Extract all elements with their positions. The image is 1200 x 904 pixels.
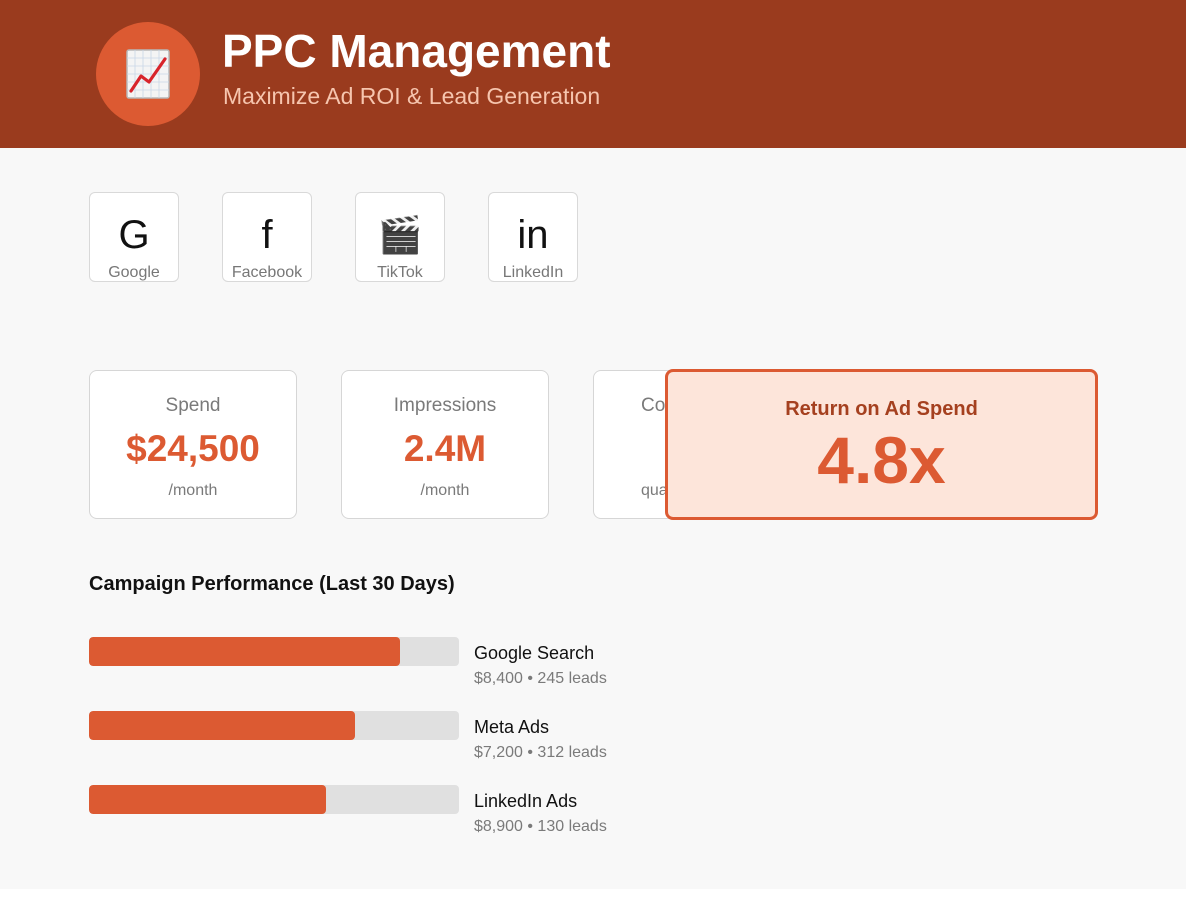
page-title: PPC Management <box>222 25 611 77</box>
platform-linkedin[interactable]: in LinkedIn <box>488 192 578 282</box>
platform-tiktok[interactable]: 🎬 TikTok <box>355 192 445 282</box>
roas-value: 4.8x <box>817 423 946 497</box>
stat-label: Co <box>641 395 666 416</box>
header: PPC Management Maximize Ad ROI & Lead Ge… <box>0 0 1186 148</box>
platform-facebook[interactable]: f Facebook <box>222 192 312 282</box>
stat-label: Impressions <box>393 395 497 416</box>
stat-unit: qua <box>641 482 668 499</box>
roas-card: Return on Ad Spend 4.8x <box>665 369 1098 520</box>
campaign-bar-fill <box>89 711 356 740</box>
campaign-bar-fill <box>89 785 326 814</box>
page-subtitle: Maximize Ad ROI & Lead Generation <box>223 83 601 109</box>
campaign-name: Meta Ads <box>474 717 550 737</box>
campaign-bar-fill <box>89 637 400 666</box>
campaign-name: LinkedIn Ads <box>474 791 578 811</box>
page: PPC Management Maximize Ad ROI & Lead Ge… <box>0 0 1186 835</box>
stat-value: $24,500 <box>126 428 260 469</box>
platform-label: Google <box>108 264 160 281</box>
platform-label: TikTok <box>377 264 423 281</box>
stat-unit: /month <box>168 482 218 499</box>
facebook-icon: f <box>261 213 273 257</box>
campaign-meta: $8,900 • 130 leads <box>474 818 607 835</box>
campaign-bar-google-search <box>89 637 459 666</box>
roas-label: Return on Ad Spend <box>785 398 978 420</box>
campaign-section-title: Campaign Performance (Last 30 Days) <box>89 573 455 595</box>
campaign-meta: $7,200 • 312 leads <box>474 744 607 761</box>
campaign-bar-meta-ads <box>89 711 459 740</box>
chart-increasing-icon <box>126 49 170 99</box>
stat-label: Spend <box>165 395 221 416</box>
clapper-board-icon: 🎬 <box>377 214 423 255</box>
stat-card-spend: Spend $24,500 /month <box>89 370 297 519</box>
platform-label: LinkedIn <box>502 264 564 281</box>
stat-unit: /month <box>420 482 470 499</box>
platform-label: Facebook <box>231 264 303 281</box>
campaign-meta: $8,400 • 245 leads <box>474 670 607 687</box>
campaign-bar-linkedin-ads <box>89 785 459 814</box>
google-icon: G <box>118 213 150 257</box>
platform-google[interactable]: G Google <box>89 192 179 282</box>
stat-card-impressions: Impressions 2.4M /month <box>341 370 549 519</box>
stat-value: 2.4M <box>403 428 487 469</box>
campaign-name: Google Search <box>474 643 595 663</box>
linkedin-icon: in <box>517 213 549 257</box>
logo-badge <box>96 22 200 126</box>
